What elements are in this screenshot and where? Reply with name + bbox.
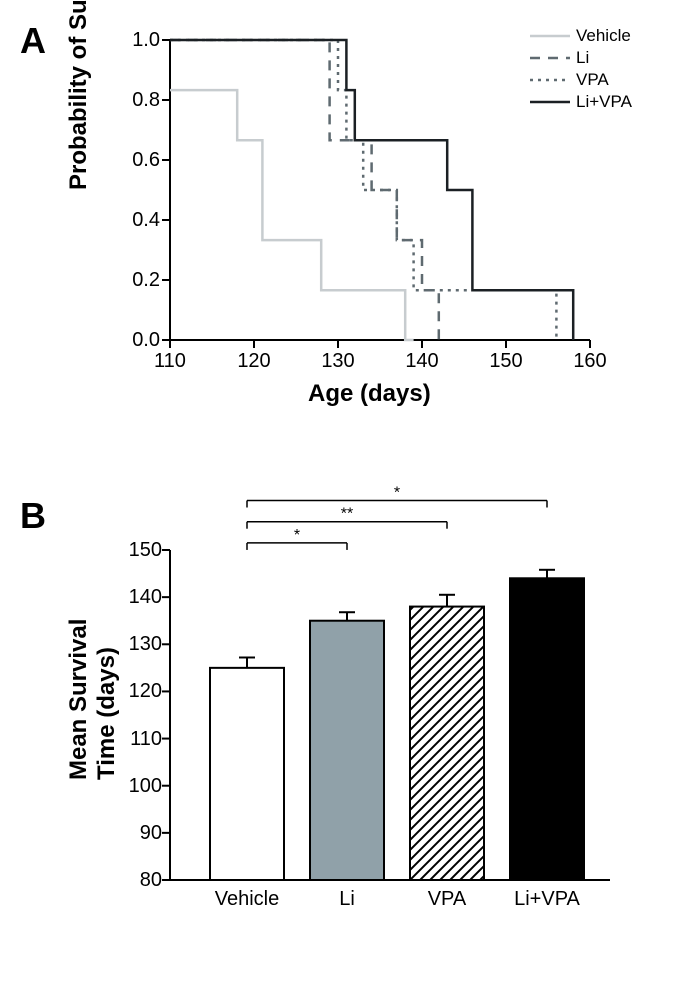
significance-bracket: [247, 522, 447, 529]
plot-b: [170, 550, 610, 880]
ytick-label-b: 150: [120, 539, 162, 562]
ytick-label-a: 0.8: [120, 89, 160, 112]
plot-a: [170, 40, 590, 340]
bar-li: [310, 621, 384, 880]
xtick-label-a: 140: [402, 350, 442, 373]
significance-bracket: [247, 501, 547, 508]
legend-item: Vehicle: [530, 25, 640, 47]
category-label: Vehicle: [197, 888, 297, 911]
category-label: Li+VPA: [497, 888, 597, 911]
ytick-label-b: 140: [120, 586, 162, 609]
significance-label: *: [394, 485, 400, 502]
xtick-label-a: 110: [150, 350, 190, 373]
ytick-label-b: 120: [120, 680, 162, 703]
legend-item: Li: [530, 47, 640, 69]
legend-label: VPA: [576, 70, 640, 90]
ytick-label-a: 0.4: [120, 209, 160, 232]
panel-a: Probability of Survival Age (days) Vehic…: [70, 20, 640, 450]
legend-label: Li+VPA: [576, 92, 640, 112]
panel-b: Mean Survival Time (days) **** 809010011…: [70, 480, 640, 980]
ytick-label-b: 110: [120, 728, 162, 751]
series-li: [170, 40, 439, 340]
significance-label: **: [341, 506, 353, 523]
xtick-label-a: 120: [234, 350, 274, 373]
xtick-label-a: 160: [570, 350, 610, 373]
legend-a: VehicleLiVPALi+VPA: [530, 25, 640, 113]
xtick-label-a: 130: [318, 350, 358, 373]
panel-letter-b: B: [20, 495, 46, 537]
legend-swatch: [530, 91, 570, 113]
xtick-label-a: 150: [486, 350, 526, 373]
ytick-label-a: 0.0: [120, 329, 160, 352]
ytick-label-a: 1.0: [120, 29, 160, 52]
legend-label: Vehicle: [576, 26, 640, 46]
legend-item: Li+VPA: [530, 91, 640, 113]
panel-letter-a: A: [20, 20, 46, 62]
figure-page: A B Probability of Survival Age (days) V…: [0, 0, 689, 996]
bar-vehicle: [210, 668, 284, 880]
ytick-label-a: 0.6: [120, 149, 160, 172]
axis-title-x-a: Age (days): [308, 380, 431, 408]
legend-swatch: [530, 47, 570, 69]
ytick-label-b: 130: [120, 633, 162, 656]
axis-title-y-b: Mean Survival Time (days): [65, 619, 121, 780]
ytick-label-a: 0.2: [120, 269, 160, 292]
series-vehicle: [170, 90, 414, 340]
category-label: VPA: [397, 888, 497, 911]
svg-plot-b: [170, 550, 610, 880]
legend-label: Li: [576, 48, 640, 68]
significance-bracket: [247, 543, 347, 550]
ytick-label-b: 90: [120, 822, 162, 845]
bar-li-vpa: [510, 578, 584, 880]
series-vpa: [170, 40, 556, 340]
bar-vpa: [410, 607, 484, 880]
significance-overlay: ****: [170, 480, 689, 555]
svg-plot-a: [170, 40, 590, 340]
ytick-label-b: 80: [120, 869, 162, 892]
legend-item: VPA: [530, 69, 640, 91]
category-label: Li: [297, 888, 397, 911]
significance-label: *: [294, 527, 300, 544]
legend-swatch: [530, 69, 570, 91]
legend-swatch: [530, 25, 570, 47]
ytick-label-b: 100: [120, 775, 162, 798]
axis-title-y-a: Probability of Survival: [65, 0, 93, 190]
